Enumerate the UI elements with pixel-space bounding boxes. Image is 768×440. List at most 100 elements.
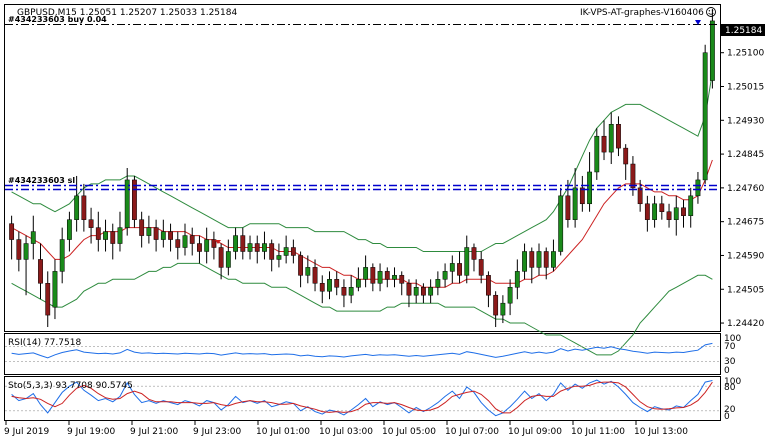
candle	[529, 247, 535, 284]
price-tick-label: 1.24760	[727, 184, 764, 194]
candle	[319, 275, 325, 304]
candle	[659, 195, 665, 220]
candle-body-bull	[536, 251, 542, 268]
candle-body-bull	[327, 279, 332, 292]
candle	[211, 231, 217, 260]
candle	[334, 271, 340, 296]
candle-body-bear	[601, 135, 607, 153]
candle-body-bear	[529, 251, 535, 268]
price-axis: 1.25100 1.25015 1.24930 1.24845 1.24760 1.246…	[720, 49, 764, 329]
candle	[608, 112, 614, 165]
candle	[160, 219, 166, 248]
candle	[457, 251, 462, 284]
candle-body-bear	[478, 259, 484, 276]
candle-body-bear	[269, 243, 275, 260]
candle	[327, 271, 332, 300]
candle-body-bull	[449, 263, 455, 272]
candle-body-bear	[630, 163, 636, 189]
candle-body-bull	[514, 271, 520, 288]
rsi-label: RSI(14) 77.7518	[8, 338, 81, 348]
candle	[471, 243, 477, 272]
candle	[565, 179, 571, 228]
rsi-level-100: 100	[724, 334, 741, 344]
time-tick-label: 10 Jul 01:00	[256, 427, 310, 437]
candle	[406, 279, 412, 308]
candle-body-bear	[175, 239, 181, 248]
candle-body-bear	[9, 223, 15, 240]
candle	[370, 263, 376, 292]
candle-body-bull	[435, 279, 441, 288]
candle	[175, 231, 181, 260]
candle	[269, 239, 275, 272]
candle-body-bull	[66, 219, 72, 240]
candle	[247, 235, 253, 260]
candle-body-bull	[500, 302, 506, 316]
candle	[644, 195, 650, 232]
stoch-label: Sto(5,3,3) 93.7708 90.5745	[8, 381, 133, 391]
candle	[616, 116, 621, 157]
candle-body-bear	[45, 283, 51, 316]
candle	[197, 235, 202, 264]
trade-arrow-icon	[215, 240, 221, 244]
candle	[500, 295, 506, 324]
candle-body-bear	[211, 239, 217, 248]
time-tick-label: 10 Jul 03:00	[319, 427, 373, 437]
candle	[283, 235, 289, 264]
candle	[355, 267, 361, 292]
candle	[16, 231, 22, 272]
candle-body-bear	[370, 267, 376, 284]
candle-body-bear	[132, 179, 137, 220]
candle-body-bull	[442, 271, 448, 280]
candle	[153, 219, 159, 252]
candle	[601, 120, 607, 161]
candle-body-bear	[420, 287, 426, 296]
candle	[117, 211, 123, 252]
candle-body-bear	[623, 147, 629, 165]
candle-body-bull	[673, 207, 679, 220]
candle	[95, 211, 101, 252]
candle	[673, 195, 679, 236]
candle	[464, 235, 470, 284]
price-tick-label: 1.24505	[727, 285, 764, 295]
candle	[420, 283, 426, 304]
candle	[168, 223, 173, 252]
candle-body-bull	[652, 203, 658, 220]
candle-body-bear	[16, 239, 22, 260]
candle	[702, 44, 708, 184]
candle-body-bear	[659, 203, 665, 212]
candle-body-bull	[52, 271, 58, 308]
stoch-pane[interactable]	[4, 376, 721, 421]
candle	[139, 211, 145, 248]
candle-body-bear	[254, 243, 260, 252]
candle	[363, 255, 369, 288]
candle-body-bear	[139, 219, 145, 236]
candle-body-bear	[666, 211, 672, 220]
candle-body-bull	[225, 251, 231, 268]
candle-body-bull	[428, 287, 434, 296]
candle-body-bull	[23, 243, 29, 260]
current-price-tag	[721, 24, 765, 36]
bollinger-bands	[11, 72, 713, 356]
candle	[558, 187, 564, 256]
candle	[709, 8, 715, 89]
price-tick-label: 1.24845	[727, 150, 764, 160]
price-tick-label: 1.24590	[727, 251, 764, 261]
candle	[579, 175, 585, 212]
candle-body-bull	[204, 239, 210, 252]
candle-body-bear	[486, 275, 491, 296]
order-label-buy: #434233603 buy 0.04	[8, 15, 107, 24]
candle	[66, 211, 72, 252]
candle-body-bull	[392, 275, 397, 280]
candle-body-bear	[406, 283, 412, 296]
candle	[413, 279, 419, 304]
candle	[399, 271, 405, 296]
main-price-pane[interactable]	[4, 4, 721, 332]
candle-body-bear	[384, 271, 390, 280]
candle-body-bear	[457, 263, 462, 276]
candle-body-bear	[168, 231, 173, 240]
candle-body-bear	[95, 227, 101, 240]
candle-body-bull	[59, 239, 65, 272]
candle	[543, 247, 549, 280]
rsi-pane[interactable]	[4, 333, 721, 375]
